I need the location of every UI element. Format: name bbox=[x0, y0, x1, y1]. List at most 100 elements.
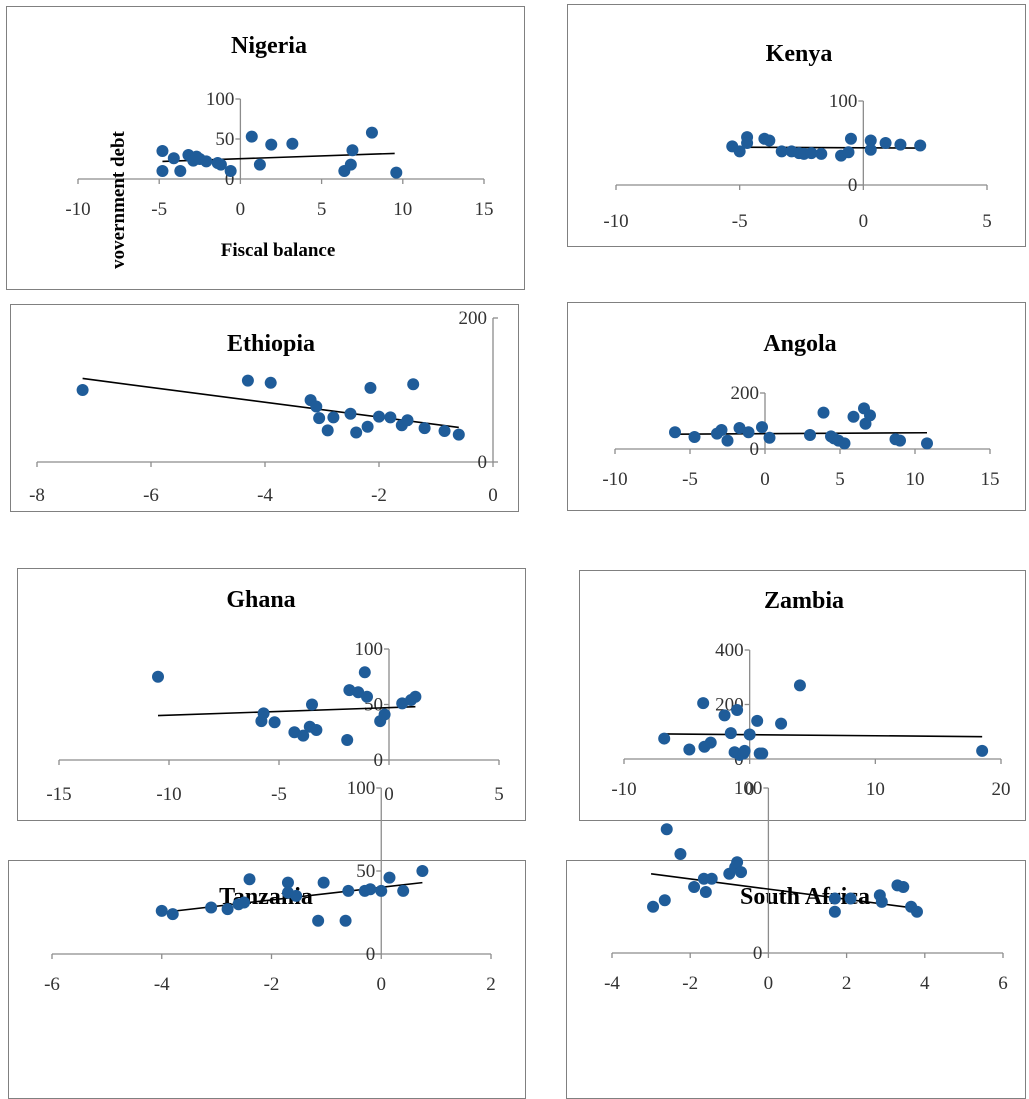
y-tick-label: 0 bbox=[374, 750, 384, 771]
x-tick-label: -5 bbox=[682, 469, 698, 490]
data-point bbox=[407, 378, 420, 391]
data-point bbox=[361, 420, 374, 433]
data-point bbox=[265, 138, 278, 151]
data-point bbox=[312, 914, 325, 927]
chart-panel-ethiopia bbox=[10, 304, 519, 512]
data-point bbox=[718, 709, 731, 722]
data-point bbox=[864, 134, 877, 147]
chart-panel-south-africa bbox=[566, 860, 1026, 1099]
y-tick-label: 0 bbox=[753, 943, 763, 964]
data-point bbox=[828, 892, 841, 905]
data-point bbox=[383, 871, 396, 884]
data-point bbox=[735, 866, 748, 879]
chart-panel-kenya bbox=[567, 4, 1026, 247]
x-tick-label: 0 bbox=[236, 199, 246, 220]
x-tick-label: -10 bbox=[65, 199, 90, 220]
data-point bbox=[804, 429, 816, 441]
data-point bbox=[364, 883, 377, 896]
data-point bbox=[224, 165, 237, 177]
trend-line bbox=[729, 146, 921, 149]
data-point bbox=[669, 426, 681, 439]
chart-title: Ethiopia bbox=[227, 331, 315, 357]
x-tick-label: 20 bbox=[992, 779, 1011, 800]
data-point bbox=[76, 384, 89, 396]
x-tick-label: -15 bbox=[46, 784, 71, 805]
data-point bbox=[842, 146, 855, 159]
x-tick-label: 10 bbox=[906, 469, 925, 490]
chart-title: Angola bbox=[763, 331, 836, 357]
x-tick-label: 15 bbox=[475, 199, 494, 220]
x-tick-label: 15 bbox=[981, 469, 1000, 490]
data-point bbox=[344, 407, 357, 420]
x-tick-label: -10 bbox=[156, 784, 181, 805]
data-point bbox=[817, 406, 830, 419]
chart-title: Nigeria bbox=[231, 33, 307, 59]
data-point bbox=[327, 411, 340, 424]
data-point bbox=[384, 411, 397, 424]
x-tick-label: 0 bbox=[384, 784, 394, 805]
chart-panel-zambia bbox=[579, 570, 1026, 821]
data-point bbox=[697, 697, 710, 710]
data-point bbox=[864, 143, 877, 156]
data-point bbox=[290, 889, 303, 902]
x-tick-label: -2 bbox=[682, 973, 698, 994]
data-point bbox=[358, 666, 371, 679]
x-tick-label: 0 bbox=[745, 779, 755, 800]
data-point bbox=[721, 434, 734, 447]
data-point bbox=[738, 744, 751, 757]
data-point bbox=[397, 884, 410, 897]
data-point bbox=[375, 884, 388, 897]
x-tick-label: -6 bbox=[143, 485, 159, 506]
data-point bbox=[875, 895, 888, 908]
data-point bbox=[321, 424, 334, 437]
y-tick-label: 0 bbox=[225, 169, 235, 190]
y-tick-label: 100 bbox=[355, 639, 384, 660]
data-point bbox=[156, 145, 169, 157]
x-tick-label: -2 bbox=[264, 974, 280, 995]
x-tick-label: -10 bbox=[602, 469, 627, 490]
data-point bbox=[378, 708, 391, 721]
data-point bbox=[674, 848, 687, 860]
data-point bbox=[438, 425, 451, 438]
x-tick-label: 0 bbox=[760, 469, 770, 490]
data-point bbox=[344, 158, 357, 171]
data-point bbox=[742, 426, 755, 439]
data-point bbox=[705, 872, 718, 885]
data-point bbox=[775, 717, 788, 730]
data-point bbox=[828, 905, 841, 918]
data-point bbox=[910, 905, 923, 918]
data-point bbox=[166, 908, 179, 921]
data-point bbox=[306, 698, 318, 711]
data-point bbox=[200, 155, 213, 168]
data-point bbox=[253, 158, 266, 171]
data-point bbox=[897, 881, 910, 893]
x-tick-label: -6 bbox=[44, 974, 60, 995]
y-tick-label: 50 bbox=[356, 861, 375, 882]
data-point bbox=[310, 724, 323, 737]
data-point bbox=[390, 166, 403, 179]
data-point bbox=[793, 679, 806, 692]
data-point bbox=[724, 727, 737, 740]
data-point bbox=[894, 434, 906, 447]
x-tick-label: 5 bbox=[835, 469, 845, 490]
data-point bbox=[775, 145, 788, 158]
data-point bbox=[660, 823, 673, 836]
data-point bbox=[647, 900, 660, 913]
x-tick-label: 2 bbox=[486, 974, 496, 995]
data-point bbox=[264, 376, 277, 389]
data-point bbox=[416, 865, 429, 877]
data-point bbox=[756, 747, 769, 760]
data-point bbox=[658, 894, 671, 907]
x-tick-label: -5 bbox=[151, 199, 167, 220]
data-point bbox=[155, 904, 168, 917]
data-point bbox=[756, 421, 768, 434]
data-point bbox=[286, 137, 299, 150]
trend-line bbox=[82, 377, 459, 429]
data-point bbox=[205, 901, 218, 914]
y-tick-label: 0 bbox=[478, 452, 488, 473]
x-tick-label: -8 bbox=[29, 485, 45, 506]
y-tick-label: 100 bbox=[829, 91, 858, 112]
